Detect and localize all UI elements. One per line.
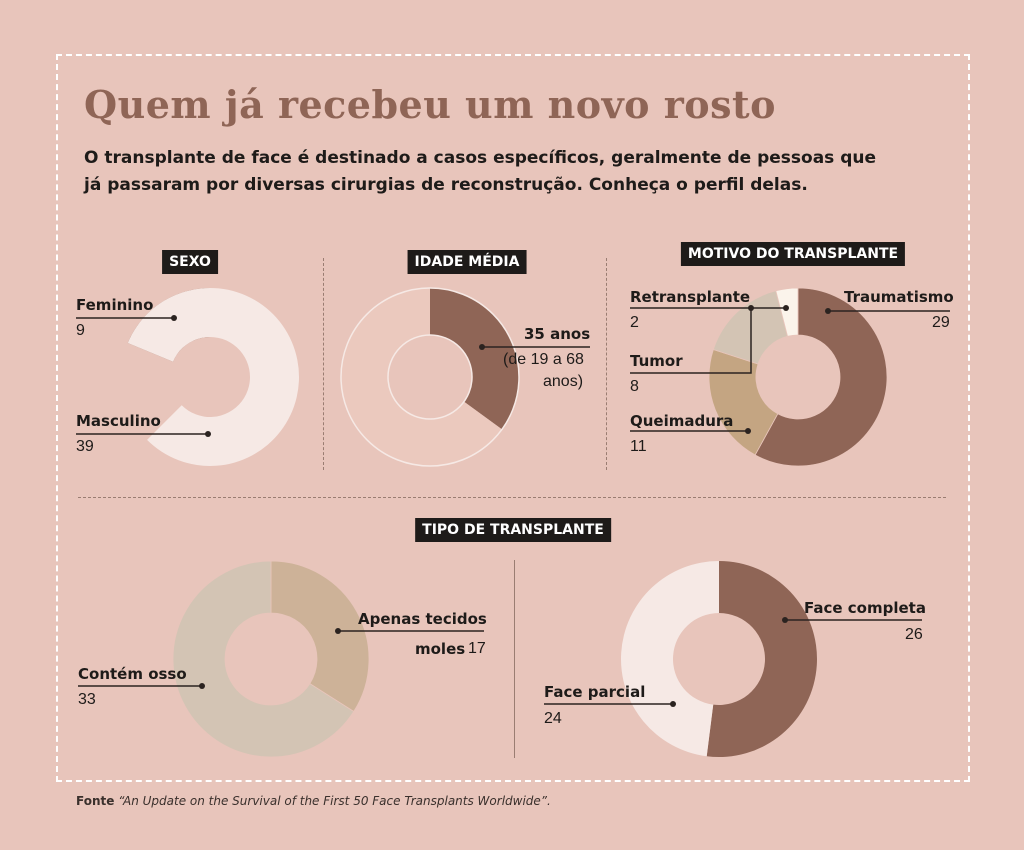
slice-2-retransplante <box>775 287 799 337</box>
leader-osso-dot <box>199 683 205 689</box>
slice-3-apenas-tecidos-moles <box>270 560 370 713</box>
leader-tecidos-dot <box>335 628 341 634</box>
label-idade-media: 35 anos <box>524 325 591 343</box>
slice-3-contem-osso <box>172 560 355 758</box>
slice-1-35-anos <box>430 288 520 430</box>
tag-motivo-transplante: MOTIVO DO TRANSPLANTE <box>680 242 906 266</box>
value-face-completa: 26 <box>905 626 923 643</box>
donut-1-inner-ring <box>387 334 473 420</box>
leader-queimadura-dot <box>745 428 751 434</box>
value-face-parcial: 24 <box>544 710 562 727</box>
source-label: Fonte <box>76 794 115 808</box>
label-feminino: Feminino <box>76 296 154 314</box>
leader-completa-dot <box>782 617 788 623</box>
source-text: “An Update on the Survival of the First … <box>118 794 551 808</box>
divider-vertical-1 <box>323 258 324 470</box>
label-contem-osso: Contém osso <box>78 665 187 683</box>
page-subtitle: O transplante de face é destinado a caso… <box>84 148 877 195</box>
leader-masculino-dot <box>205 431 211 437</box>
value-queimadura: 11 <box>630 438 647 455</box>
leader-retransplante-dot <box>783 305 789 311</box>
divider-horizontal <box>78 497 946 498</box>
value-contem-osso: 33 <box>78 691 96 708</box>
leader-traumatismo-dot <box>825 308 831 314</box>
label-queimadura: Queimadura <box>630 412 734 430</box>
slice-1-resto <box>341 287 503 466</box>
source-note: Fonte “An Update on the Survival of the … <box>76 794 551 808</box>
divider-vertical-3 <box>514 560 515 758</box>
tag-sexo: SEXO <box>162 250 218 274</box>
leader-feminino-dot <box>171 315 177 321</box>
label-tumor: Tumor <box>630 352 683 370</box>
tag-idade-media: IDADE MÉDIA <box>407 250 527 274</box>
value-retransplante: 2 <box>630 314 639 331</box>
label-traumatismo: Traumatismo <box>844 288 954 306</box>
slice-0-masculino <box>127 287 299 466</box>
value-feminino: 9 <box>76 322 85 339</box>
value-tumor: 8 <box>630 378 639 395</box>
label-retransplante: Retransplante <box>630 288 751 306</box>
slice-4-face-completa <box>706 560 817 757</box>
leader-tumor-dot <box>748 305 754 311</box>
divider-vertical-2 <box>606 258 607 470</box>
value-traumatismo: 29 <box>932 314 950 331</box>
leader-idade-dot <box>479 344 485 350</box>
label-apenas-tecidos: Apenas tecidos <box>358 610 487 628</box>
slice-4-face-parcial <box>621 561 719 757</box>
label-masculino: Masculino <box>76 412 161 430</box>
tag-tipo-transplante: TIPO DE TRANSPLANTE <box>415 518 611 542</box>
page-title: Quem já recebeu um novo rosto <box>84 82 776 127</box>
label-idade-range-2: anos) <box>543 373 584 390</box>
content-frame <box>56 54 970 782</box>
label-face-parcial: Face parcial <box>544 683 646 701</box>
label-face-completa: Face completa <box>804 599 926 617</box>
donut-1-outer-ring <box>340 287 520 467</box>
slice-2-traumatismo <box>754 287 888 467</box>
value-tecidos-moles: 17 <box>468 640 486 657</box>
label-moles: moles <box>415 640 466 658</box>
value-masculino: 39 <box>76 438 94 455</box>
label-idade-range: (de 19 a 68 <box>503 351 584 368</box>
leader-parcial-dot <box>670 701 676 707</box>
leader-tumor <box>630 308 752 374</box>
slice-2-queimadura <box>708 348 779 456</box>
